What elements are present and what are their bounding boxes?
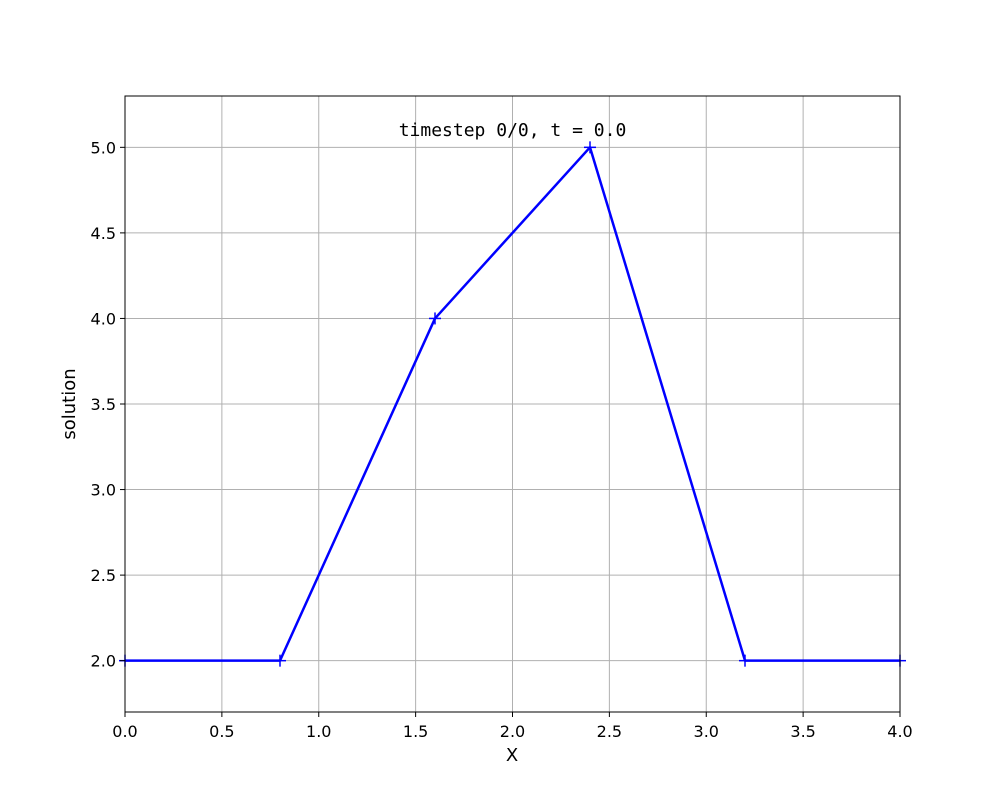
x-tick-label: 1.0 xyxy=(306,722,331,741)
grid-lines xyxy=(124,96,901,712)
x-tick-label: 4.0 xyxy=(887,722,912,741)
x-axis-label: X xyxy=(506,745,518,766)
series-line xyxy=(125,146,900,662)
y-tick-label: 3.0 xyxy=(91,481,116,500)
data-point-marker xyxy=(274,654,286,667)
axis-ticks: 0.0 0.5 1.0 1.5 2.0 2.5 3.0 3.5 4.0 2.0 2.5 3.0 3.5 4… xyxy=(91,138,913,741)
timestep-annotation: timestep 0/0, t = 0.0 xyxy=(399,120,627,141)
y-tick-label: 3.5 xyxy=(91,395,116,414)
data-point-marker xyxy=(739,654,751,667)
x-tick-label: 1.5 xyxy=(403,722,428,741)
data-point-marker xyxy=(429,312,441,325)
y-tick-label: 2.5 xyxy=(91,566,116,585)
x-tick-label: 0.0 xyxy=(112,722,137,741)
y-axis-label: solution xyxy=(59,368,80,439)
y-tick-label: 4.5 xyxy=(91,224,116,243)
x-tick-label: 3.5 xyxy=(790,722,815,741)
x-tick-label: 2.0 xyxy=(500,722,525,741)
x-tick-label: 3.0 xyxy=(694,722,719,741)
x-tick-label: 2.5 xyxy=(597,722,622,741)
x-tick-label: 0.5 xyxy=(209,722,234,741)
data-point-marker xyxy=(584,141,596,154)
y-tick-label: 2.0 xyxy=(91,652,116,671)
y-tick-label: 5.0 xyxy=(91,138,116,157)
y-tick-label: 4.0 xyxy=(91,309,116,328)
